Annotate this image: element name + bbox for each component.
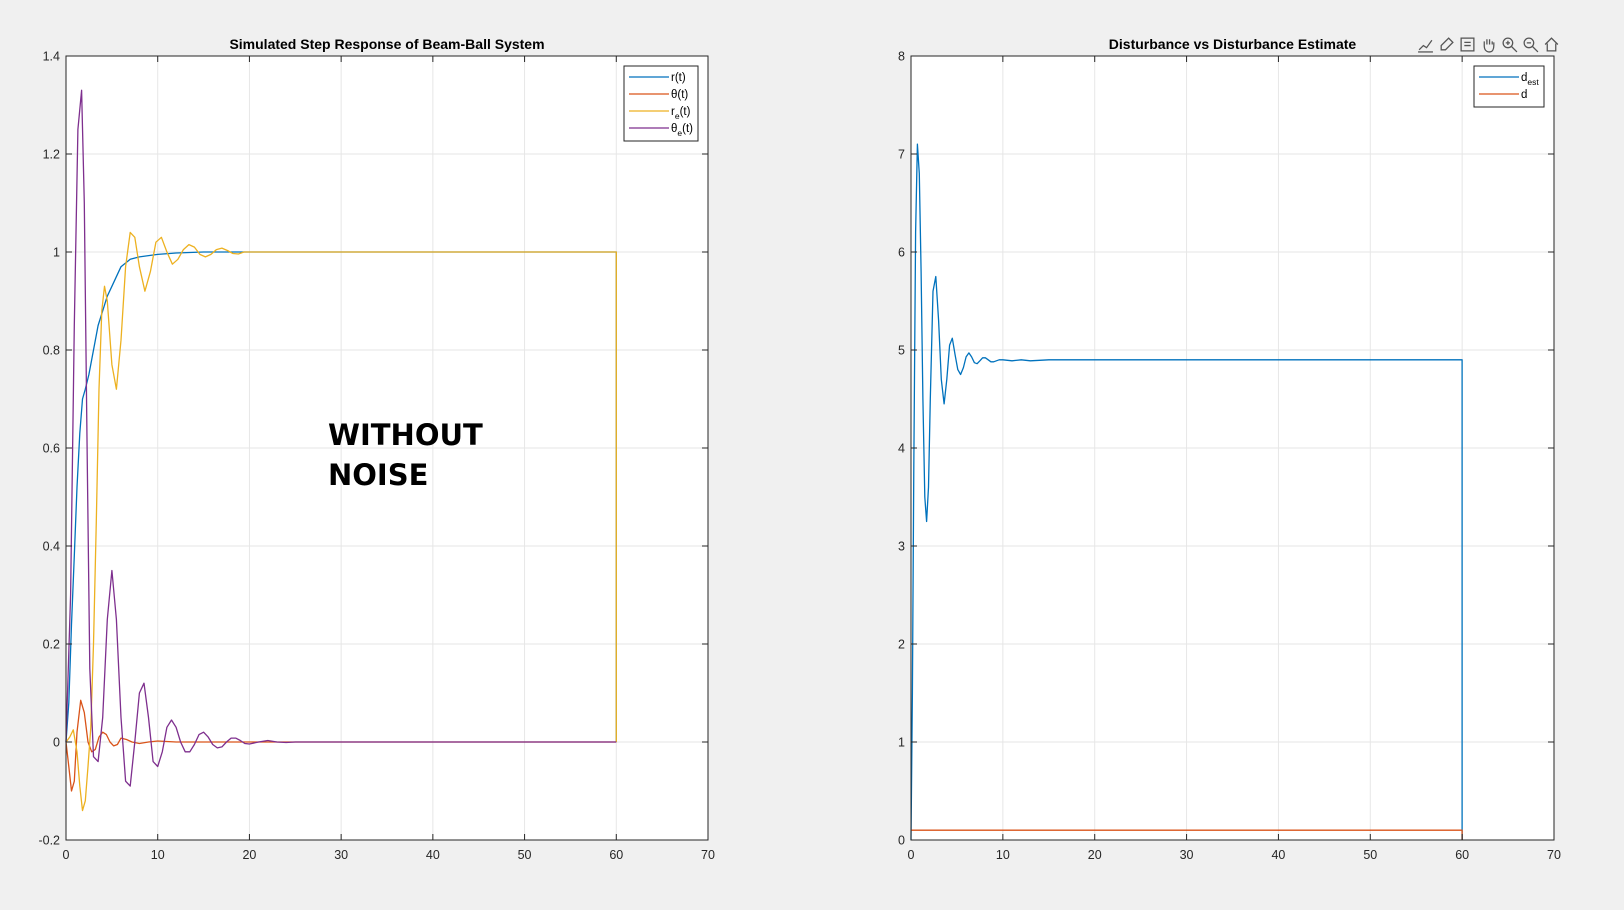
y-tick-label: 0.8 — [43, 344, 60, 358]
y-tick-label: 0 — [53, 736, 60, 750]
y-tick-label: 6 — [898, 246, 905, 260]
series-line-1 — [65, 699, 617, 792]
legend-label-0: dest — [1521, 72, 1539, 87]
pan-button[interactable] — [1479, 35, 1498, 54]
legend-label-0: r(t) — [671, 72, 686, 84]
x-tick-label: 10 — [151, 848, 165, 862]
y-tick-label: 3 — [898, 540, 905, 554]
legend-label-3: θe(t) — [671, 123, 693, 138]
annotation-line-2: NOISE — [328, 458, 429, 492]
home-icon — [1544, 36, 1559, 52]
y-tick-label: 1.4 — [43, 50, 60, 64]
series-line-0 — [910, 143, 1463, 841]
legend-label-2: re(t) — [671, 106, 691, 121]
brush-button[interactable] — [1437, 35, 1456, 54]
x-tick-label: 40 — [426, 848, 440, 862]
series-line-2 — [65, 231, 617, 812]
y-tick-label: 8 — [898, 50, 905, 64]
legend-box — [1473, 65, 1545, 108]
y-tick-label: -0.2 — [38, 834, 60, 848]
x-tick-label: 30 — [1180, 848, 1194, 862]
step-response-axes[interactable]: 0 10 20 30 40 50 60 70-0.200.20.40.60.811.21.4S… — [38, 36, 715, 862]
legend-label-1: d — [1521, 89, 1527, 101]
y-tick-label: 7 — [898, 148, 905, 162]
datatip-icon — [1460, 36, 1475, 52]
series-line-3 — [65, 89, 617, 787]
x-tick-label: 0 — [908, 848, 915, 862]
x-tick-label: 30 — [334, 848, 348, 862]
x-tick-label: 50 — [518, 848, 532, 862]
x-tick-label: 70 — [1547, 848, 1561, 862]
x-tick-label: 50 — [1363, 848, 1377, 862]
y-tick-label: 0.2 — [43, 638, 60, 652]
y-tick-label: 2 — [898, 638, 905, 652]
annotation-text: WITHOUT NOISE — [328, 415, 483, 495]
legend: r(t) θ(t) re(t) θe(t) — [623, 65, 699, 142]
brush-icon — [1440, 36, 1454, 50]
zoom-in-icon — [1502, 36, 1518, 52]
x-tick-label: 10 — [996, 848, 1010, 862]
y-tick-label: 1.2 — [43, 148, 60, 162]
zoom-out-button[interactable] — [1521, 35, 1540, 54]
x-tick-label: 60 — [609, 848, 623, 862]
pan-icon — [1483, 38, 1495, 53]
x-tick-label: 40 — [1271, 848, 1285, 862]
x-tick-label: 60 — [1455, 848, 1469, 862]
zoom-in-button[interactable] — [1500, 35, 1519, 54]
y-tick-label: 1 — [898, 736, 905, 750]
x-tick-label: 20 — [242, 848, 256, 862]
home-button[interactable] — [1542, 35, 1561, 54]
x-tick-label: 70 — [701, 848, 715, 862]
annotation-line-1: WITHOUT — [328, 418, 483, 452]
chart-title: Disturbance vs Disturbance Estimate — [1109, 36, 1357, 52]
disturbance-axes[interactable]: 0 10 20 30 40 50 60 70 0 1 2 3 4 5 6 7 8 Disturbance vs D… — [898, 36, 1561, 862]
y-tick-label: 0.6 — [43, 442, 60, 456]
x-tick-label: 0 — [63, 848, 70, 862]
y-tick-label: 4 — [898, 442, 905, 456]
export-icon — [1418, 39, 1433, 53]
y-tick-label: 1 — [53, 246, 60, 260]
legend-label-1: θ(t) — [671, 89, 688, 101]
datatip-button[interactable] — [1458, 35, 1477, 54]
zoom-out-icon — [1523, 36, 1539, 52]
x-tick-label: 20 — [1088, 848, 1102, 862]
legend: dest d — [1473, 65, 1545, 108]
y-tick-label: 5 — [898, 344, 905, 358]
y-tick-label: 0.4 — [43, 540, 60, 554]
chart-title: Simulated Step Response of Beam-Ball Sys… — [229, 36, 544, 52]
y-tick-label: 0 — [898, 834, 905, 848]
export-button[interactable] — [1416, 35, 1435, 54]
axes-toolbar — [1416, 33, 1561, 55]
